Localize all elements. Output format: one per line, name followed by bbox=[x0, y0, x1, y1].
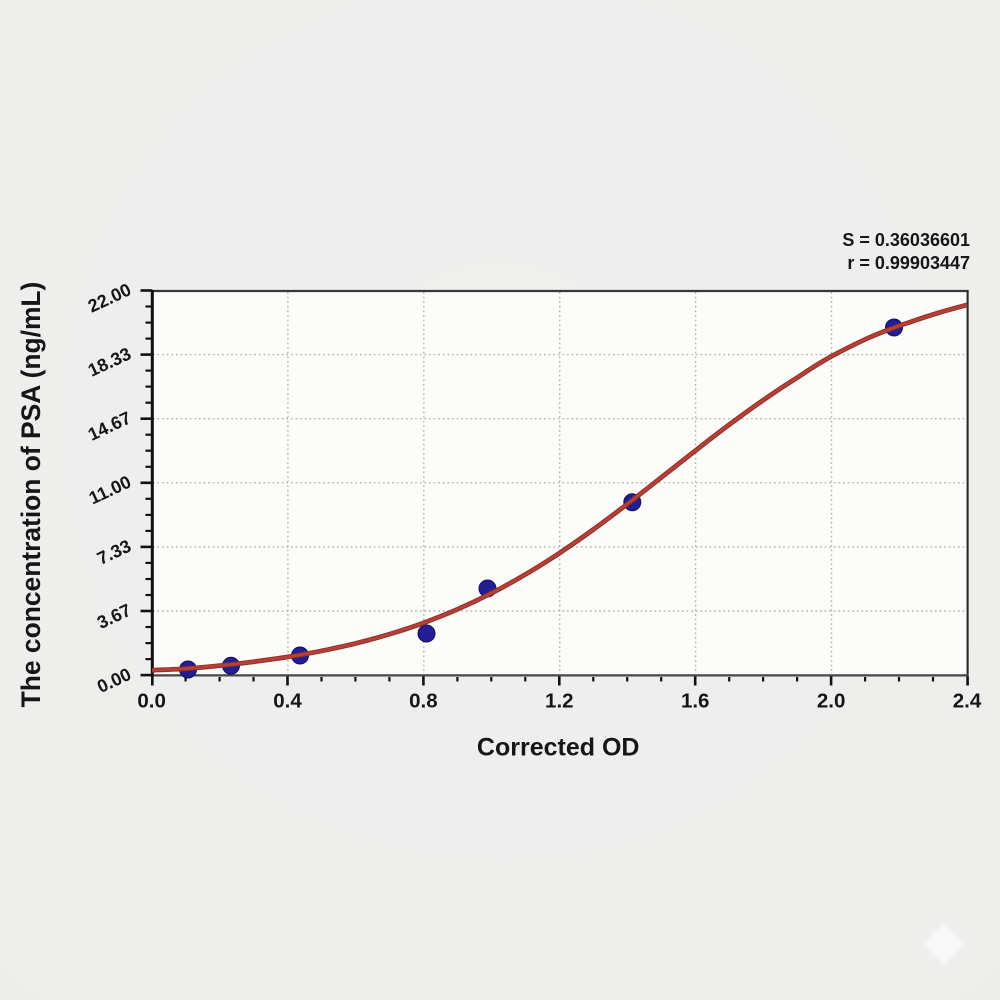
svg-text:2.0: 2.0 bbox=[817, 690, 846, 713]
svg-text:S = 0.36036601: S = 0.36036601 bbox=[842, 230, 970, 250]
svg-text:0.8: 0.8 bbox=[409, 690, 438, 713]
svg-text:1.6: 1.6 bbox=[681, 690, 710, 713]
svg-text:2.4: 2.4 bbox=[953, 690, 982, 713]
svg-text:The concentration of PSA (ng/m: The concentration of PSA (ng/mL) bbox=[16, 282, 46, 708]
svg-text:Corrected OD: Corrected OD bbox=[477, 734, 640, 762]
svg-text:r = 0.99903447: r = 0.99903447 bbox=[847, 253, 970, 273]
svg-text:0.4: 0.4 bbox=[273, 690, 302, 713]
svg-text:0.0: 0.0 bbox=[137, 690, 166, 713]
svg-text:1.2: 1.2 bbox=[545, 690, 574, 713]
